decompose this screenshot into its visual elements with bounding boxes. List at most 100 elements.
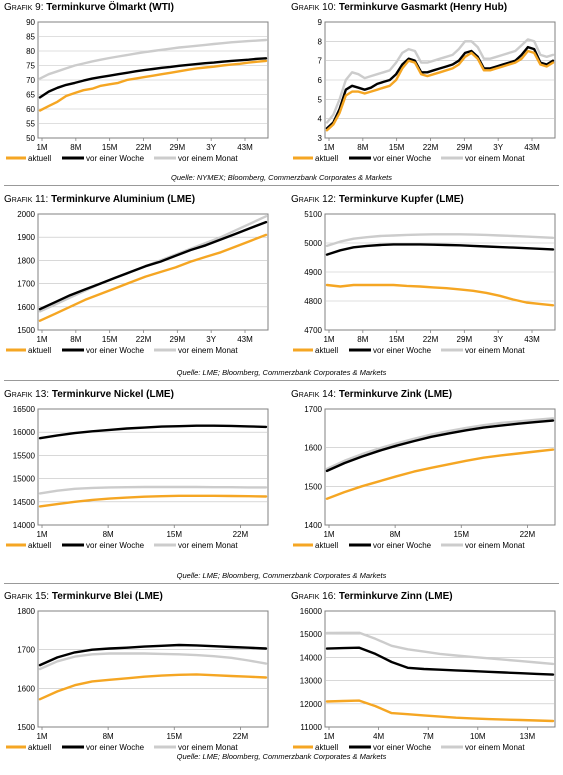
x-tick-label: 15M [102,335,118,344]
x-tick-label: 15M [102,143,118,152]
x-tick-label: 22M [136,335,152,344]
series-line-aktuell [38,673,268,701]
chart-svg: 1400 1500 1600 1700 1M 8M 15M 22M aktuell vor ein… [293,405,556,550]
legend-label-month: vor einem Monat [178,743,238,752]
legend-label-month: vor einem Monat [178,154,238,163]
legend-label-month: vor einem Monat [465,541,525,550]
x-tick-label: 3Y [493,143,503,152]
series-line-aktuell [325,283,555,307]
chart-number: Grafik 12: [291,194,337,205]
chart-g12: 4700 4800 4900 5000 5100 1M 8M 15M 22M 29M 3Y 43M ak… [291,208,559,378]
x-tick-label: 22M [233,732,249,741]
y-tick-label: 15500 [13,451,36,460]
chart-title: Grafik 13: Terminkurve Nickel (LME) [4,389,174,401]
x-tick-label: 13M [520,732,536,741]
y-tick-label: 16000 [300,607,323,616]
chart-title: Grafik 12: Terminkurve Kupfer (LME) [291,194,464,206]
chart-number: Grafik 13: [4,389,50,400]
chart-svg: 1500 1600 1700 1800 1M 8M 15M 22M aktuell vor ein… [6,607,269,752]
y-tick-label: 1700 [304,405,322,414]
y-tick-label: 15000 [13,475,36,484]
series-line-month [325,417,555,471]
legend-label-month: vor einem Monat [465,154,525,163]
y-tick-label: 14000 [13,521,36,530]
x-tick-label: 29M [457,335,473,344]
series-line-week [38,424,268,440]
y-tick-label: 11000 [300,723,322,732]
chart-title: Grafik 15: Terminkurve Blei (LME) [4,591,163,603]
divider [4,380,559,381]
x-tick-label: 3Y [206,335,216,344]
legend-label-week: vor einer Woche [373,541,432,550]
y-tick-label: 8 [318,37,323,46]
x-tick-label: 15M [389,143,405,152]
divider [4,185,559,186]
y-tick-label: 5 [318,95,323,104]
x-tick-label: 1M [36,143,47,152]
chart-g13: 14000 14500 15000 15500 16000 16500 1M 8M 15M 22M… [4,403,272,573]
chart-heading: Terminkurve Aluminium (LME) [51,194,196,205]
chart-svg: 11000 12000 13000 14000 15000 16000 1M 4M 7M 10M 1… [293,607,556,752]
x-tick-label: 43M [237,335,253,344]
series-line-aktuell [325,699,555,723]
y-tick-label: 90 [26,18,35,27]
chart-heading: Terminkurve Zink (LME) [338,389,453,400]
x-tick-label: 43M [524,143,540,152]
y-tick-label: 14500 [13,498,36,507]
legend-label-aktuell: aktuell [315,541,338,550]
series-line-aktuell [325,49,555,132]
y-tick-label: 85 [26,33,35,42]
x-tick-label: 15M [166,732,182,741]
source-note: Quelle: LME; Bloomberg, Commerzbank Corp… [176,368,387,377]
series-line-week [325,646,555,676]
chart-number: Grafik 9: [4,2,44,13]
y-tick-label: 1600 [304,444,322,453]
legend-label-week: vor einer Woche [373,743,432,752]
y-tick-label: 2000 [17,210,35,219]
x-tick-label: 3Y [493,335,503,344]
y-tick-label: 14000 [300,653,323,662]
y-tick-label: 50 [26,134,35,143]
y-tick-label: 9 [318,18,323,27]
divider [4,583,559,584]
x-tick-label: 29M [170,335,186,344]
chart-heading: Terminkurve Ölmarkt (WTI) [46,2,174,13]
series-line-month [325,38,555,124]
chart-g15: 1500 1600 1700 1800 1M 8M 15M 22M aktuell vor ein… [4,605,272,775]
series-line-week [325,45,555,130]
x-tick-label: 1M [36,732,47,741]
legend-label-month: vor einem Monat [178,346,238,355]
x-tick-label: 43M [237,143,253,152]
y-tick-label: 75 [26,62,35,71]
x-tick-label: 15M [453,530,469,539]
legend-label-week: vor einer Woche [86,154,145,163]
chart-title: Grafik 10: Terminkurve Gasmarkt (Henry H… [291,2,507,14]
y-tick-label: 4900 [304,268,322,277]
chart-title: Grafik 11: Terminkurve Aluminium (LME) [4,194,195,206]
legend-label-aktuell: aktuell [28,743,51,752]
x-tick-label: 22M [136,143,152,152]
x-tick-label: 8M [357,335,368,344]
series-line-week [325,419,555,473]
x-tick-label: 7M [423,732,434,741]
x-tick-label: 22M [520,530,536,539]
chart-g14: 1400 1500 1600 1700 1M 8M 15M 22M aktuell vor ein… [291,403,559,573]
y-tick-label: 1600 [17,303,35,312]
series-line-month [325,233,555,248]
x-tick-label: 1M [323,335,334,344]
x-tick-label: 43M [524,335,540,344]
x-tick-label: 3Y [206,143,216,152]
y-tick-label: 1500 [17,326,35,335]
chart-title: Grafik 9: Terminkurve Ölmarkt (WTI) [4,2,174,14]
series-line-week [38,643,268,667]
y-tick-label: 1700 [17,646,35,655]
y-tick-label: 16000 [13,428,36,437]
y-tick-label: 4 [318,115,323,124]
y-tick-label: 5100 [304,210,322,219]
x-tick-label: 8M [70,335,81,344]
chart-g16: 11000 12000 13000 14000 15000 16000 1M 4M 7M 10M 1… [291,605,559,775]
chart-svg: 3 4 5 6 7 8 9 1M 8M 15M 22M 29M 3Y 43M aktuell vor eine… [293,18,556,163]
x-tick-label: 22M [233,530,249,539]
series-line-week [38,220,268,311]
legend-label-aktuell: aktuell [315,154,338,163]
